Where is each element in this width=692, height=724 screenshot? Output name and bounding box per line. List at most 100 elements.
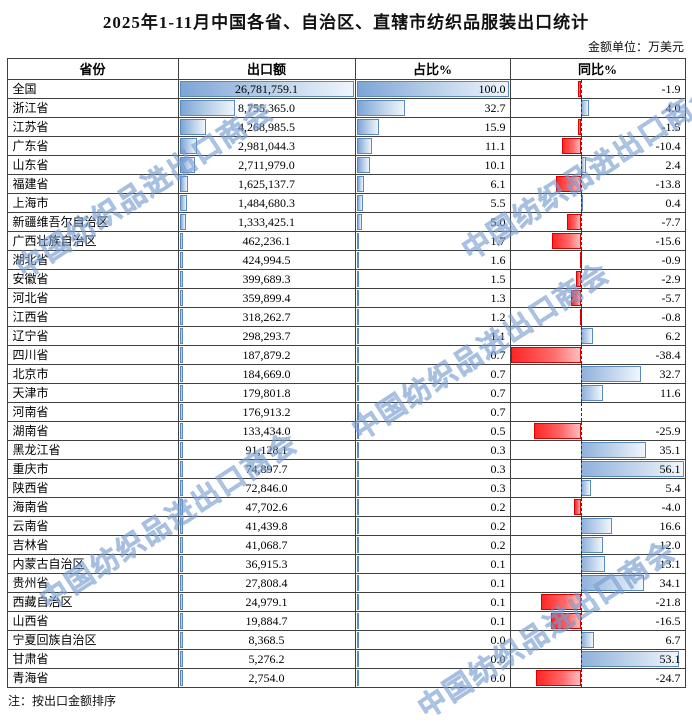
export-bar (179, 233, 183, 249)
yoy-value: 11.6 (659, 385, 681, 400)
table-row: 广东省 2,981,044.3 11.1 -10.4 (6, 136, 686, 156)
share-cell: 0.0 (354, 630, 511, 650)
yoy-cell: 11.6 (509, 383, 686, 403)
province-name: 河南省 (12, 404, 49, 419)
export-bar (179, 81, 354, 97)
yoy-value: -10.4 (655, 138, 681, 153)
yoy-value: 6.2 (665, 328, 681, 343)
export-cell: 26,781,759.1 (177, 79, 356, 99)
share-value: 0.3 (490, 461, 506, 476)
share-bar (356, 138, 372, 154)
yoy-axis-line (581, 156, 583, 174)
share-value: 10.1 (484, 157, 506, 172)
yoy-bar (581, 100, 589, 116)
share-bar (356, 537, 359, 553)
yoy-bar (562, 138, 582, 154)
yoy-value: -2.9 (661, 271, 681, 286)
share-value: 0.0 (490, 632, 506, 647)
share-value: 0.1 (490, 594, 506, 609)
table-body: 全国 26,781,759.1 100.0 -1.9 浙江省 8,755,365… (6, 79, 686, 688)
province-cell: 上海市 (6, 193, 179, 213)
export-value: 133,434.0 (242, 423, 291, 438)
export-bar (179, 442, 183, 458)
province-cell: 宁夏回族自治区 (6, 630, 179, 650)
province-cell: 甘肃省 (6, 649, 179, 669)
province-cell: 吉林省 (6, 535, 179, 555)
yoy-value: 56.1 (659, 461, 681, 476)
table-row: 宁夏回族自治区 8,368.5 0.0 6.7 (6, 630, 686, 650)
yoy-value: 16.6 (659, 518, 681, 533)
yoy-bar (550, 613, 582, 629)
table-row: 河南省 176,913.2 0.7 (6, 402, 686, 422)
share-cell: 0.3 (354, 478, 511, 498)
yoy-bar (511, 347, 582, 363)
share-cell: 6.1 (354, 174, 511, 194)
yoy-value: -25.9 (655, 423, 681, 438)
export-cell: 2,711,979.0 (177, 155, 356, 175)
table-row: 全国 26,781,759.1 100.0 -1.9 (6, 79, 686, 99)
export-bar (179, 670, 183, 686)
header-row: 省份 出口额 占比% 同比% (6, 58, 686, 80)
table-row: 广西壮族自治区 462,236.1 1.7 -15.6 (6, 231, 686, 251)
export-value: 399,689.3 (242, 271, 291, 286)
footnote: 注：按出口金额排序 (8, 694, 117, 708)
export-cell: 5,276.2 (177, 649, 356, 669)
yoy-value: -13.8 (655, 176, 681, 191)
yoy-value: 6.7 (665, 632, 681, 647)
yoy-axis-line (581, 555, 583, 573)
yoy-cell: 32.7 (509, 364, 686, 384)
yoy-value: -1.5 (661, 119, 681, 134)
export-cell: 1,625,137.7 (177, 174, 356, 194)
table-row: 贵州省 27,808.4 0.1 34.1 (6, 573, 686, 593)
share-cell: 0.7 (354, 345, 511, 365)
share-value: 0.1 (490, 613, 506, 628)
export-value: 74,897.7 (245, 461, 288, 476)
export-value: 359,899.4 (242, 290, 291, 305)
export-value: 72,846.0 (245, 480, 288, 495)
header-province: 省份 (6, 58, 179, 80)
export-value: 27,808.4 (245, 575, 288, 590)
yoy-cell: -15.6 (509, 231, 686, 251)
yoy-value: -7.7 (661, 214, 681, 229)
share-bar (356, 651, 359, 667)
export-value: 1,625,137.7 (238, 176, 295, 191)
province-name: 江西省 (12, 309, 49, 324)
export-cell: 1,333,425.1 (177, 212, 356, 232)
yoy-value: 53.1 (659, 651, 681, 666)
yoy-value: -24.7 (655, 670, 681, 685)
yoy-axis-line (581, 403, 583, 421)
table-row: 新疆维吾尔自治区 1,333,425.1 5.0 -7.7 (6, 212, 686, 232)
table-row: 西藏自治区 24,979.1 0.1 -21.8 (6, 592, 686, 612)
yoy-cell: 34.1 (509, 573, 686, 593)
yoy-axis-line (581, 194, 583, 212)
yoy-cell: -2.9 (509, 269, 686, 289)
province-cell: 江苏省 (6, 117, 179, 137)
yoy-bar (581, 518, 612, 534)
table-row: 四川省 187,879.2 0.7 -38.4 (6, 345, 686, 365)
province-name: 西藏自治区 (12, 594, 73, 609)
table-row: 吉林省 41,068.7 0.2 12.0 (6, 535, 686, 555)
export-value: 176,913.2 (242, 404, 291, 419)
yoy-axis-line (581, 460, 583, 478)
province-cell: 山东省 (6, 155, 179, 175)
share-value: 32.7 (484, 100, 506, 115)
province-cell: 黑龙江省 (6, 440, 179, 460)
export-bar (179, 176, 189, 192)
table-row: 山东省 2,711,979.0 10.1 2.4 (6, 155, 686, 175)
export-value: 2,754.0 (248, 670, 285, 685)
province-cell: 河南省 (6, 402, 179, 422)
province-name: 新疆维吾尔自治区 (12, 214, 109, 229)
share-bar (356, 100, 405, 116)
yoy-bar (535, 670, 582, 686)
share-cell: 1.2 (354, 307, 511, 327)
export-cell: 36,915.3 (177, 554, 356, 574)
share-cell: 0.1 (354, 573, 511, 593)
export-bar (179, 252, 183, 268)
province-cell: 广西壮族自治区 (6, 231, 179, 251)
yoy-value: 0.4 (665, 195, 681, 210)
province-name: 四川省 (12, 347, 49, 362)
share-bar (356, 195, 363, 211)
share-bar (356, 309, 359, 325)
share-bar (356, 290, 359, 306)
export-bar (179, 575, 183, 591)
